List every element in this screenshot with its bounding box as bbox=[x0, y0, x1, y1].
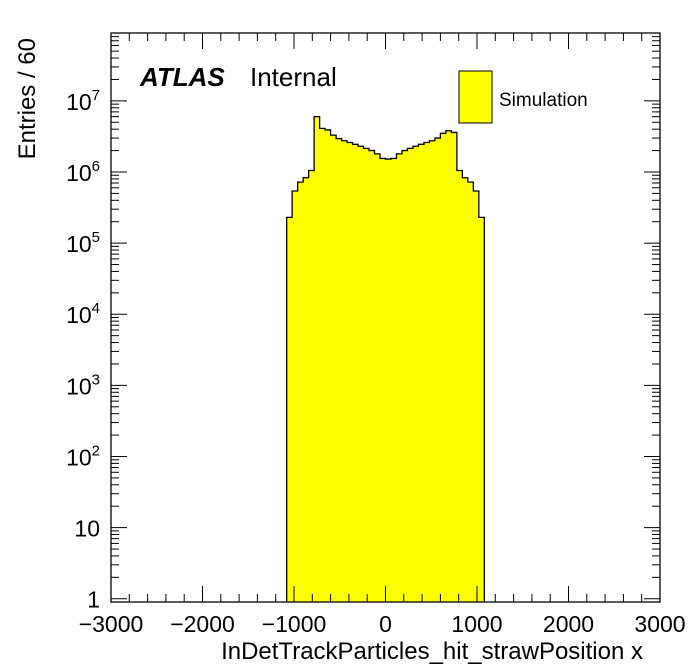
x-tick-label: −3000 bbox=[79, 611, 144, 637]
legend-label-simulation: Simulation bbox=[499, 90, 588, 111]
histogram-bar bbox=[407, 148, 414, 602]
x-tick-label: 1000 bbox=[451, 611, 502, 637]
histogram-bar bbox=[440, 133, 447, 603]
y-tick-label: 104 bbox=[66, 300, 100, 328]
histogram-bar bbox=[418, 144, 425, 603]
histogram-bar bbox=[330, 135, 337, 602]
histogram-bar bbox=[336, 138, 342, 602]
legend: Simulation bbox=[458, 70, 588, 124]
y-tick-label: 102 bbox=[66, 442, 100, 470]
histogram-bar bbox=[347, 142, 353, 602]
x-tick-label: 2000 bbox=[543, 611, 594, 637]
histogram-bar bbox=[451, 132, 458, 603]
plot-frame-and-ticks bbox=[110, 32, 661, 603]
histogram-bar bbox=[374, 153, 381, 603]
histogram-bar bbox=[303, 177, 310, 602]
x-tick-labels: −3000 −2000 −1000 0 1000 2000 3000 bbox=[79, 611, 686, 637]
histogram-bars bbox=[286, 115, 485, 603]
histogram-bar bbox=[297, 182, 304, 602]
y-tick-label: 106 bbox=[66, 158, 100, 186]
y-tick-label: 103 bbox=[66, 371, 100, 399]
histogram-bar bbox=[380, 158, 386, 602]
histogram-bar bbox=[401, 150, 408, 602]
histogram-bar bbox=[358, 146, 364, 602]
histogram-bar bbox=[445, 130, 452, 602]
x-tick-label: 0 bbox=[379, 611, 392, 637]
y-tick-labels: 1 10 102 103 104 105 106 107 bbox=[66, 87, 100, 613]
histogram-bar bbox=[292, 191, 299, 602]
atlas-label: ATLAS bbox=[139, 62, 225, 92]
histogram-bar bbox=[396, 153, 403, 603]
y-tick-label: 10 bbox=[74, 516, 100, 542]
histogram-bar bbox=[369, 150, 375, 602]
histogram-bar bbox=[429, 140, 436, 602]
histogram-bar bbox=[473, 191, 480, 602]
histogram-bar bbox=[319, 128, 326, 602]
histogram-bar bbox=[308, 170, 315, 602]
histogram-bar bbox=[325, 129, 331, 602]
histogram-bar bbox=[467, 182, 474, 602]
legend-swatch-simulation bbox=[458, 70, 493, 124]
histogram-bar bbox=[478, 217, 485, 602]
histogram-bar bbox=[286, 217, 293, 602]
histogram-bar bbox=[462, 177, 469, 602]
y-tick-label: 107 bbox=[66, 87, 100, 115]
histogram-bar bbox=[456, 170, 463, 602]
histogram-bar bbox=[385, 159, 392, 602]
histogram-bar bbox=[363, 148, 370, 602]
x-tick-label: 3000 bbox=[634, 611, 685, 637]
internal-label: Internal bbox=[250, 62, 337, 92]
x-tick-label: −2000 bbox=[170, 611, 235, 637]
histogram-bar bbox=[352, 144, 359, 603]
histogram-bar bbox=[314, 116, 321, 603]
histogram-bar bbox=[434, 138, 441, 602]
histogram-bar bbox=[390, 158, 397, 602]
histogram-bar bbox=[412, 146, 419, 602]
y-tick-label: 1 bbox=[87, 587, 100, 613]
histogram-bar bbox=[423, 142, 430, 602]
x-axis-label: InDetTrackParticles_hit_strawPosition x bbox=[221, 638, 643, 665]
y-tick-label: 105 bbox=[66, 229, 100, 257]
y-axis-label: Entries / 60 bbox=[14, 38, 41, 159]
histogram-outline bbox=[286, 115, 485, 602]
x-tick-label: −1000 bbox=[262, 611, 327, 637]
histogram-bar bbox=[341, 140, 348, 602]
